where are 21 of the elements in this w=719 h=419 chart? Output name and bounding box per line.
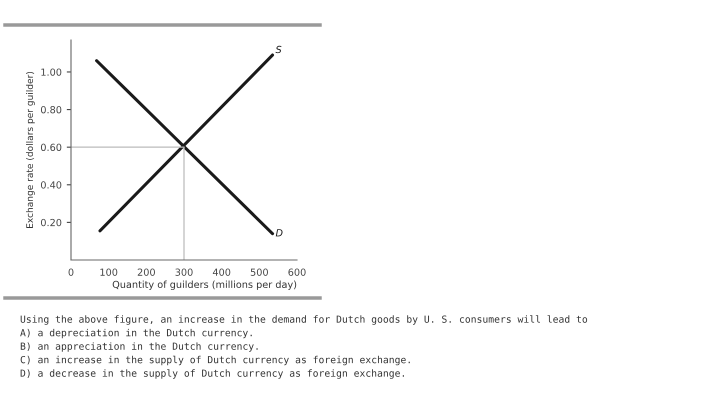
x-tick-label: 100	[100, 268, 118, 276]
text: Using the above figure, an increase in the demand for Dutch goods by U. S. consumers will lead to	[20, 315, 588, 325]
series-label: D	[276, 229, 283, 236]
y-tick-label: 0.20	[40, 218, 62, 226]
x-tick-label: 0	[68, 268, 74, 276]
y-tick-label: 0.60	[40, 144, 62, 152]
text: C) an increase in the supply of Dutch currency as foreign exchange.	[20, 356, 410, 366]
series-label: S	[276, 46, 282, 54]
y-axis-title: Exchange rate (dollars per guilder)	[26, 72, 35, 228]
text: B) an appreciation in the Dutch currency.	[20, 342, 258, 352]
x-tick-label: 300	[175, 268, 193, 276]
x-tick-label: 400	[212, 268, 230, 276]
y-tick-label: 0.80	[40, 106, 62, 114]
y-tick-label: 1.00	[41, 68, 62, 76]
x-axis-title: Quantity of guilders (millions per day)	[112, 280, 296, 290]
x-tick-label: 200	[138, 268, 155, 276]
text: A) a depreciation in the Dutch currency.	[20, 328, 252, 338]
x-tick-label: 500	[250, 268, 268, 276]
text: D) a decrease in the supply of Dutch currency as foreign exchange.	[20, 369, 404, 379]
y-tick-label: 0.40	[40, 181, 62, 189]
x-tick-label: 600	[288, 268, 306, 276]
